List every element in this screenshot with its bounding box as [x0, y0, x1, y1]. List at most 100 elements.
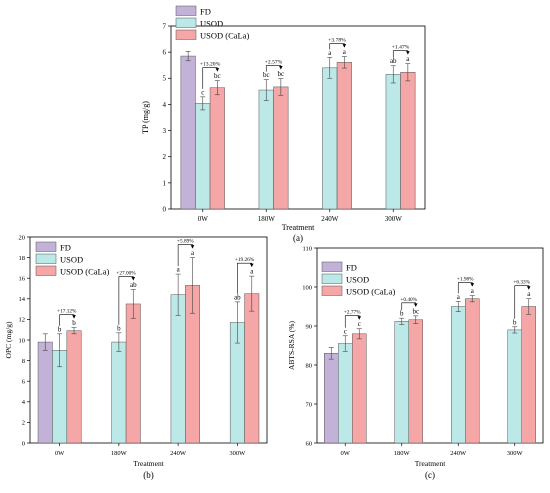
significance-letter: a	[527, 290, 531, 298]
legend-label: USOD	[346, 274, 369, 284]
y-tick-label: 110	[302, 245, 312, 252]
percent-annotation: +13.20%	[200, 62, 221, 68]
significance-letter: bc	[263, 71, 270, 79]
y-tick-label: 90	[306, 323, 313, 330]
percent-annotation: +27.00%	[116, 271, 136, 277]
annotation-arrowhead	[413, 303, 418, 307]
significance-letter: c	[358, 320, 361, 328]
y-tick-label: 3	[163, 127, 167, 135]
bar	[209, 87, 225, 210]
x-axis-label: Treatment	[282, 223, 315, 232]
bar	[244, 293, 260, 444]
panel-label: (a)	[293, 233, 303, 243]
significance-letter: ab	[390, 57, 397, 65]
bar	[111, 341, 127, 444]
percent-annotation: +1.47%	[392, 45, 410, 51]
legend-swatch	[35, 265, 57, 276]
legend-swatch	[175, 5, 197, 16]
bar	[336, 62, 352, 210]
bar	[352, 333, 367, 444]
significance-letter: a	[471, 287, 475, 295]
bar	[385, 74, 401, 210]
legend-label: USOD (CaLa)	[346, 286, 396, 296]
bar	[324, 353, 339, 444]
y-tick-label: 6	[163, 49, 167, 57]
x-axis-label: Treatment	[415, 459, 446, 468]
x-tick-label: 240W	[450, 450, 467, 457]
significance-letter: a	[250, 268, 254, 276]
percent-annotation: +2.77%	[344, 310, 361, 316]
plot-frame	[316, 247, 544, 444]
y-tick-label: 14	[19, 296, 26, 303]
legend-swatch	[175, 17, 197, 28]
legend-swatch	[35, 253, 57, 264]
x-tick-label: 180W	[394, 450, 411, 457]
bar	[195, 103, 211, 210]
percent-annotation: +5.89%	[177, 239, 194, 245]
significance-letter: a	[328, 49, 332, 57]
bar	[465, 298, 480, 444]
significance-letter: ab	[130, 281, 137, 289]
y-tick-label: 0	[22, 440, 25, 447]
legend-label: FD	[200, 6, 211, 16]
y-tick-label: 20	[19, 234, 26, 241]
annotation-arrowhead	[72, 315, 76, 319]
bar	[273, 86, 289, 210]
annotation-arrowhead	[406, 51, 410, 55]
bar	[451, 306, 466, 444]
annotation-arrowhead	[342, 44, 347, 48]
chart-b: 0 2 4 6 8 10 12 14 16 18 20 0W 180W 240W 300W b b a ab b ab a…	[4, 234, 268, 480]
x-tick-label: 0W	[198, 215, 209, 223]
legend-swatch	[321, 285, 343, 296]
legend-swatch	[175, 29, 197, 40]
annotation-arrowhead	[470, 283, 475, 287]
significance-letter: c	[201, 88, 204, 96]
significance-letter: a	[191, 249, 195, 257]
bar	[400, 72, 416, 210]
y-axis-label: ABTS-RSA (%)	[287, 321, 296, 370]
y-axis-label: TP (mg/g)	[141, 101, 150, 134]
x-tick-label: 240W	[321, 215, 339, 223]
x-tick-label: 300W	[229, 450, 246, 457]
legend-swatch	[35, 241, 57, 252]
annotation-arrowhead	[526, 286, 531, 290]
x-tick-label: 180W	[111, 450, 128, 457]
annotation-arrowhead	[249, 263, 254, 268]
legend-label: FD	[346, 262, 357, 272]
legend-swatch	[321, 273, 343, 284]
y-tick-label: 18	[19, 255, 26, 262]
legend-label: USOD (CaLa)	[200, 30, 250, 40]
significance-letter: a	[457, 293, 461, 301]
x-tick-label: 0W	[55, 450, 65, 457]
y-tick-label: 2	[163, 153, 167, 161]
y-tick-label: 60	[306, 440, 313, 447]
y-tick-label: 2	[22, 420, 25, 427]
annotation-arrowhead	[131, 277, 136, 281]
bar	[408, 319, 423, 444]
x-tick-label: 180W	[258, 215, 276, 223]
panel-label: (b)	[143, 470, 154, 480]
significance-letter: a	[177, 266, 181, 274]
bar	[170, 294, 186, 444]
x-axis-label: Treatment	[133, 459, 164, 468]
legend-label: FD	[60, 242, 71, 252]
legend-swatch	[321, 261, 343, 272]
annotation-arrowhead	[357, 316, 362, 320]
y-tick-label: 5	[163, 75, 167, 83]
bar	[66, 330, 82, 444]
y-tick-label: 70	[306, 401, 313, 408]
percent-annotation: +0.40%	[400, 297, 417, 303]
bar	[394, 321, 409, 444]
bar	[125, 303, 141, 444]
x-tick-label: 300W	[507, 450, 524, 457]
significance-letter: b	[58, 325, 62, 333]
significance-letter: a	[343, 48, 347, 56]
significance-letter: a	[406, 55, 410, 63]
y-tick-label: 12	[19, 317, 26, 324]
significance-letter: bc	[412, 307, 419, 315]
legend-label: USOD	[200, 18, 223, 28]
annotation-arrowhead	[279, 66, 283, 70]
y-tick-label: 1	[163, 179, 167, 187]
significance-letter: c	[344, 327, 347, 335]
